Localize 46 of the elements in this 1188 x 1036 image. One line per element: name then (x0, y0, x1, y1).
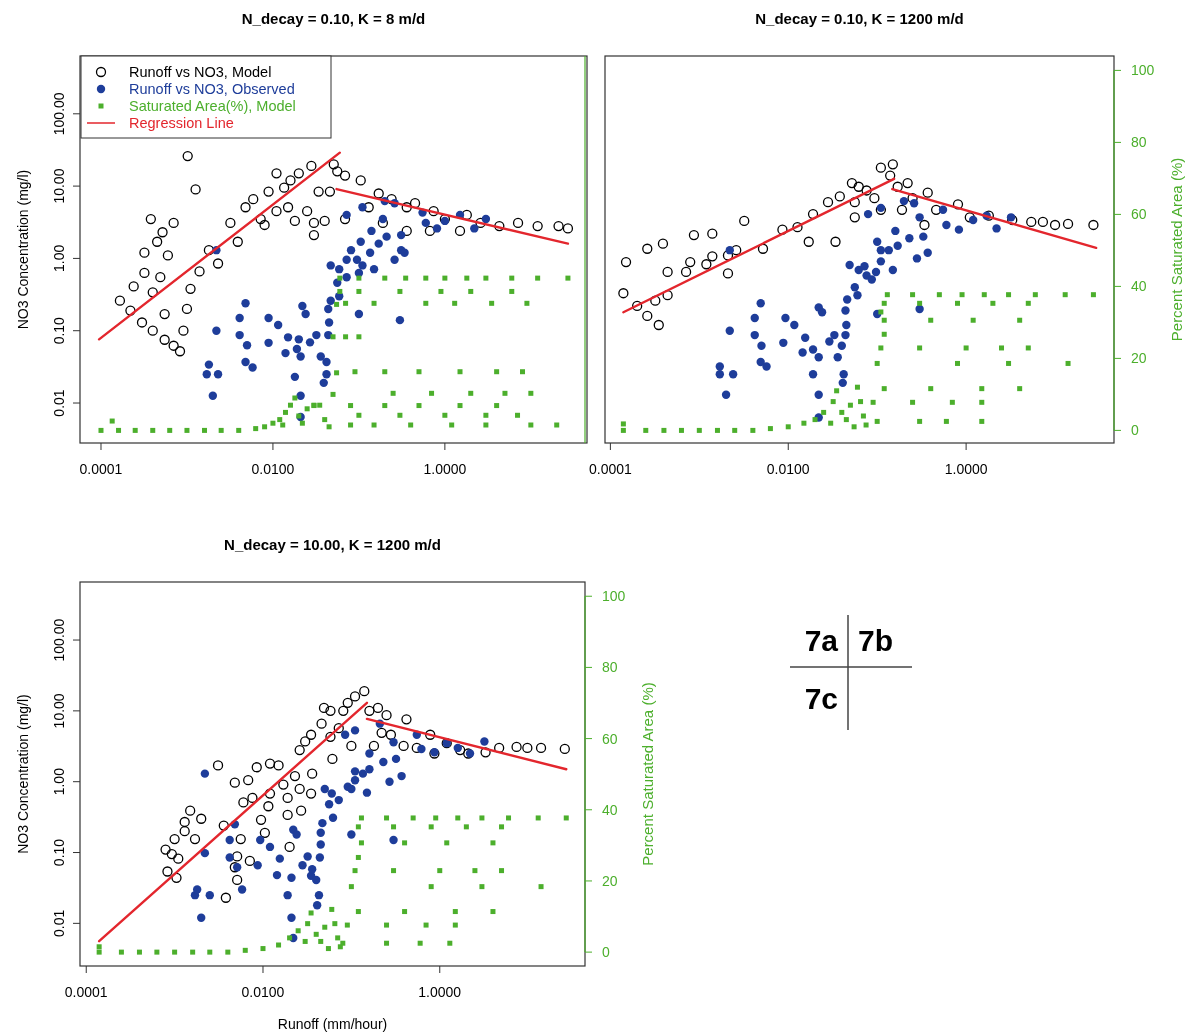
y-tick-label: 0.01 (51, 389, 67, 417)
x-axis-title: Runoff (mm/hour) (277, 1016, 388, 1032)
x-tick-label: 0.0001 (79, 461, 123, 477)
legend-label: Runoff vs NO3, Model (129, 64, 272, 80)
y2-tick-label: 20 (602, 872, 618, 889)
y2-tick-label: 100 (1131, 62, 1155, 79)
y2-tick-label: 0 (602, 944, 610, 961)
chart-title: N_decay = 0.10, K = 8 m/d (241, 10, 426, 27)
y-tick-label: 1.00 (51, 767, 67, 796)
x-tick-label: 0.0100 (251, 461, 295, 477)
x-tick-label: 1.0000 (423, 461, 467, 477)
x-tick-label: 1.0000 (944, 461, 988, 477)
y-tick-label: 0.10 (51, 838, 67, 867)
y-axis-title: NO3 Concentration (mg/l) (15, 169, 31, 330)
x-tick-label: 0.0001 (64, 984, 108, 1000)
y-tick-label: 10.00 (51, 693, 67, 729)
x-tick-label: 0.0001 (588, 461, 632, 477)
legend-label: Runoff vs NO3, Observed (129, 81, 295, 97)
y-tick-label: 1.00 (51, 244, 67, 273)
y2-tick-label: 20 (1131, 350, 1147, 367)
y2-tick-label: 80 (602, 659, 618, 676)
x-tick-label: 0.0100 (766, 461, 810, 477)
x-tick-label: 1.0000 (418, 984, 462, 1000)
y2-tick-label: 0 (1131, 422, 1139, 439)
y2-tick-label: 40 (1131, 278, 1147, 295)
y-tick-label: 10.00 (51, 168, 67, 204)
y2-tick-label: 60 (602, 730, 618, 747)
y2-tick-label: 100 (602, 588, 626, 605)
text: 7c (804, 682, 838, 715)
y-tick-label: 0.10 (51, 316, 67, 345)
text: 7b (858, 624, 894, 657)
legend-label: Regression Line (129, 115, 234, 131)
y2-tick-label: 40 (602, 801, 618, 818)
y2-tick-label: 60 (1131, 206, 1147, 223)
legend-label: Saturated Area(%), Model (129, 98, 296, 114)
y2-axis-title: Percent Saturated Area (%) (1168, 157, 1185, 342)
y-tick-label: 100.00 (51, 618, 67, 662)
y2-tick-label: 80 (1131, 134, 1147, 151)
y-tick-label: 100.00 (51, 92, 67, 136)
y-tick-label: 0.01 (51, 909, 67, 937)
y2-axis-title: Percent Saturated Area (%) (639, 682, 656, 866)
y-axis-title: NO3 Concentration (mg/l) (15, 694, 31, 854)
text: 7a (804, 624, 839, 657)
chart-title: N_decay = 0.10, K = 1200 m/d (755, 10, 964, 27)
chart-title: N_decay = 10.00, K = 1200 m/d (224, 536, 441, 553)
x-tick-label: 0.0100 (241, 984, 285, 1000)
